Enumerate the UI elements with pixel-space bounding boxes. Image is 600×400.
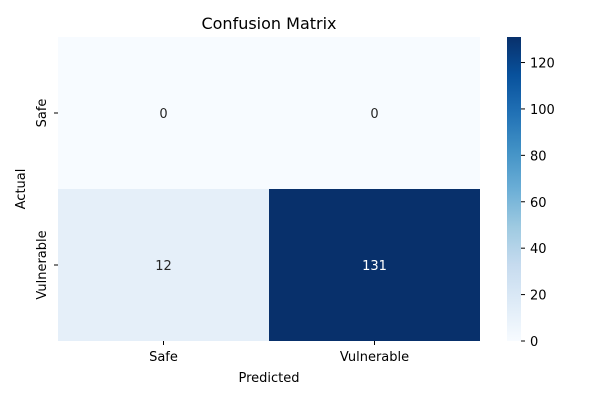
- y-tick-label-0: Safe: [35, 99, 50, 128]
- x-axis-label: Predicted: [238, 371, 299, 386]
- colorbar-tick-label-1: 20: [530, 289, 547, 304]
- colorbar-tick-label-3: 60: [530, 196, 547, 211]
- heatmap-cell-1-0: [58, 189, 269, 341]
- colorbar: [507, 37, 521, 341]
- heatmap-cell-1-1: [269, 189, 480, 341]
- y-axis-ticks: Safe Vulnerable: [35, 99, 58, 300]
- heatmap-cell-0-0: [58, 37, 269, 189]
- y-tick-label-1: Vulnerable: [35, 230, 50, 299]
- x-tick-label-0: Safe: [149, 350, 178, 365]
- heatmap-cell-0-1: [269, 37, 480, 189]
- heatmap-cell-label-0-0: 0: [159, 107, 167, 122]
- heatmap-cell-label-0-1: 0: [370, 107, 378, 122]
- colorbar-ticks: 0 20 40 60 80 100 120: [521, 57, 555, 350]
- colorbar-tick-label-6: 120: [530, 57, 555, 72]
- colorbar-tick-label-0: 0: [530, 335, 538, 350]
- heatmap-cell-label-1-1: 131: [362, 259, 387, 274]
- colorbar-tick-label-2: 40: [530, 242, 547, 257]
- x-tick-label-1: Vulnerable: [340, 350, 409, 365]
- x-axis-ticks: Safe Vulnerable: [149, 341, 409, 365]
- chart-title: Confusion Matrix: [201, 14, 336, 33]
- y-axis-label: Actual: [14, 169, 29, 210]
- heatmap-cell-label-1-0: 12: [155, 259, 172, 274]
- heatmap-cell-labels: 0 0 12 131: [155, 107, 387, 274]
- heatmap-cells: [58, 37, 480, 341]
- colorbar-tick-label-5: 100: [530, 103, 555, 118]
- colorbar-tick-label-4: 80: [530, 149, 547, 164]
